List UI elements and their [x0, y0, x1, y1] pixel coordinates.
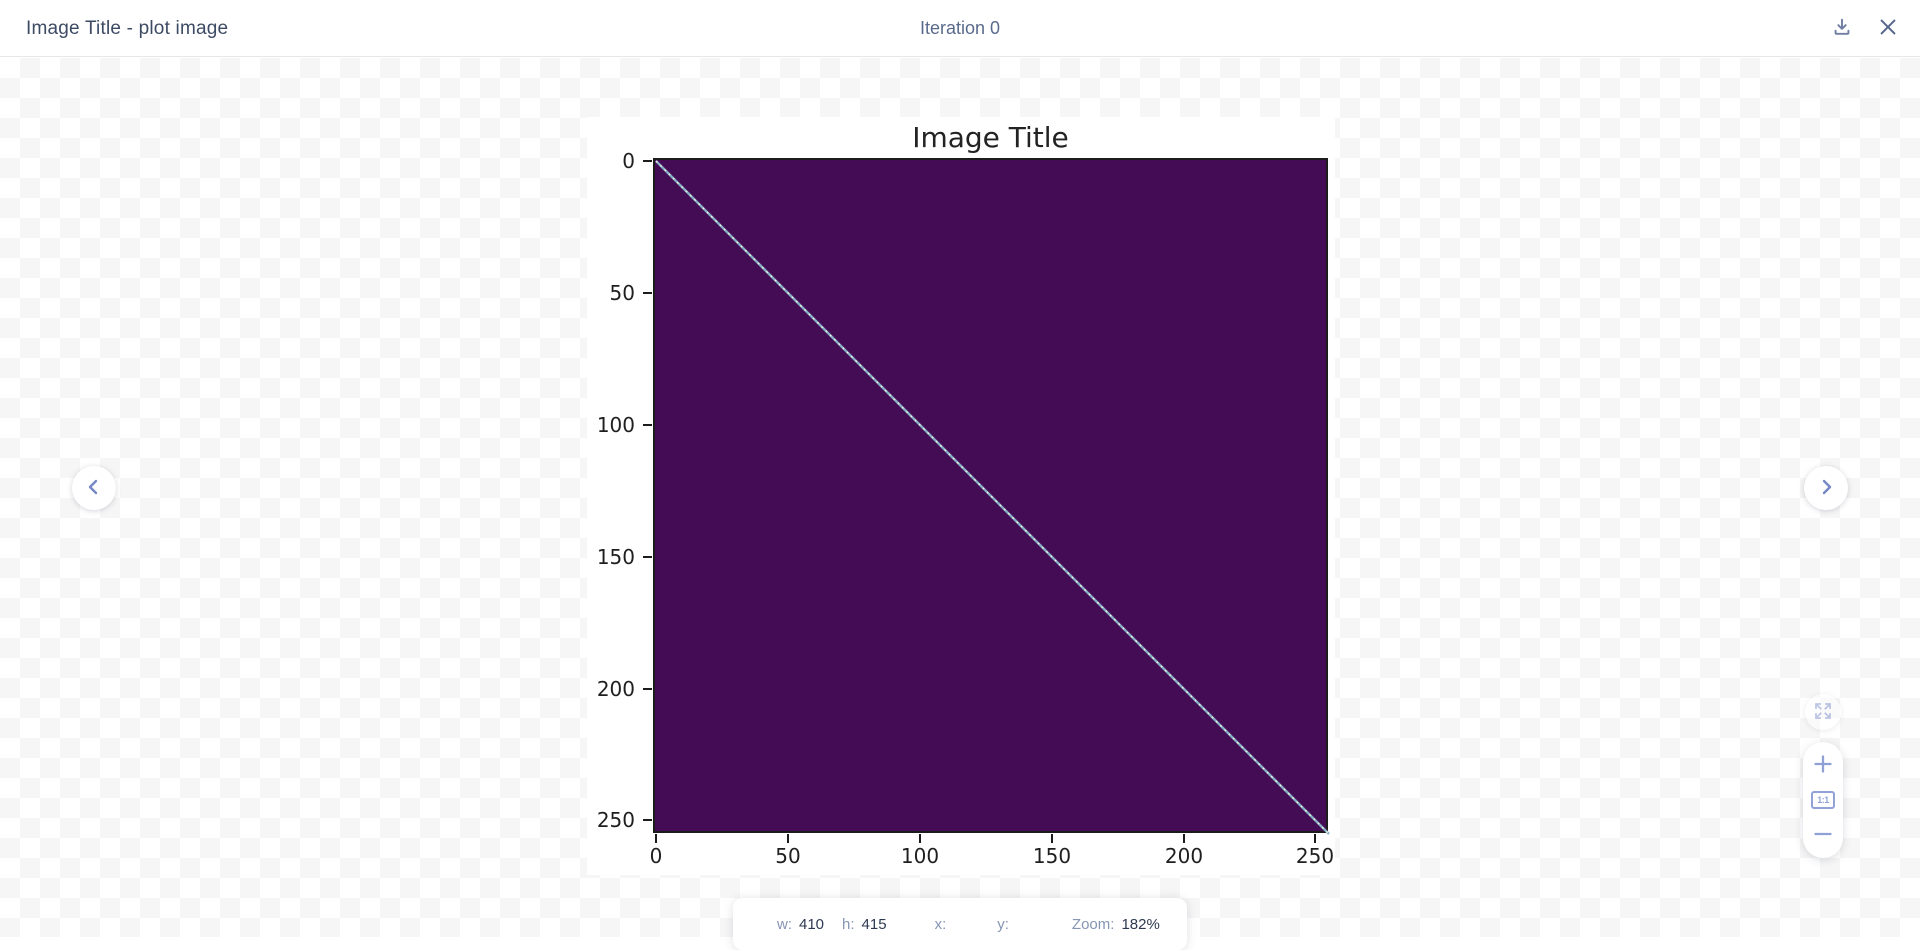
prev-image-button[interactable]	[72, 466, 116, 510]
x-tick-mark	[787, 834, 789, 843]
plot-axes: 0 50 100 150 200 250 0 50 100 150 200 25…	[597, 149, 1334, 868]
y-tick-mark	[643, 160, 652, 162]
y-tick-mark	[643, 556, 652, 558]
status-height: h: 415	[842, 915, 887, 933]
fullscreen-button[interactable]	[1805, 694, 1841, 730]
window-title: Image Title - plot image	[26, 18, 229, 39]
status-bar: w: 410 h: 415 x: y: Zoom: 182%	[733, 898, 1187, 950]
x-tick-mark	[919, 834, 921, 843]
y-tick-mark	[643, 292, 652, 294]
top-bar: Image Title - plot image Iteration 0	[0, 0, 1920, 57]
status-y: y:	[997, 915, 1009, 933]
y-tick-label: 200	[596, 677, 635, 701]
one-to-one-icon: 1:1	[1811, 791, 1835, 809]
zoom-in-button[interactable]	[1808, 752, 1838, 778]
plot-image[interactable]: Image Title 0 50 100 150 200 250	[587, 117, 1335, 875]
topbar-actions	[1824, 0, 1906, 57]
x-tick-mark	[1183, 834, 1185, 843]
zoom-controls: 1:1	[1803, 742, 1843, 858]
y-tick-mark	[643, 688, 652, 690]
y-tick-label: 0	[622, 149, 635, 173]
iteration-label: Iteration 0	[919, 18, 1001, 38]
x-tick-label: 100	[900, 844, 940, 868]
y-tick-label: 250	[596, 808, 635, 832]
y-tick-label: 50	[609, 281, 635, 305]
expand-arrows-icon	[1814, 702, 1832, 723]
y-tick-mark	[643, 819, 652, 821]
x-tick-label: 150	[1032, 844, 1072, 868]
x-tick-mark	[1051, 834, 1053, 843]
x-tick-label: 0	[649, 844, 663, 868]
x-tick-label: 250	[1295, 844, 1335, 868]
status-zoom: Zoom: 182%	[1071, 915, 1160, 933]
plus-icon	[1813, 754, 1833, 777]
download-button[interactable]	[1824, 11, 1860, 47]
y-tick-label: 150	[596, 545, 635, 569]
minus-icon	[1813, 824, 1833, 847]
actual-size-button[interactable]: 1:1	[1808, 787, 1838, 813]
x-tick-mark	[1314, 834, 1316, 843]
status-width: w: 410	[777, 915, 825, 933]
y-tick-label: 100	[596, 413, 635, 437]
close-icon	[1877, 16, 1899, 41]
plot-title: Image Title	[912, 121, 1069, 154]
x-tick-label: 200	[1164, 844, 1204, 868]
x-tick-mark	[655, 834, 657, 843]
y-tick-mark	[643, 424, 652, 426]
chevron-right-icon	[1815, 476, 1837, 501]
close-button[interactable]	[1870, 11, 1906, 47]
image-viewer-canvas[interactable]: Image Title 0 50 100 150 200 250	[0, 58, 1920, 950]
x-tick-label: 50	[775, 844, 801, 868]
zoom-out-button[interactable]	[1808, 822, 1838, 848]
next-image-button[interactable]	[1804, 466, 1848, 510]
status-x: x:	[934, 915, 947, 933]
diagonal-line	[655, 160, 1330, 835]
download-icon	[1831, 16, 1853, 41]
chevron-left-icon	[83, 476, 105, 501]
